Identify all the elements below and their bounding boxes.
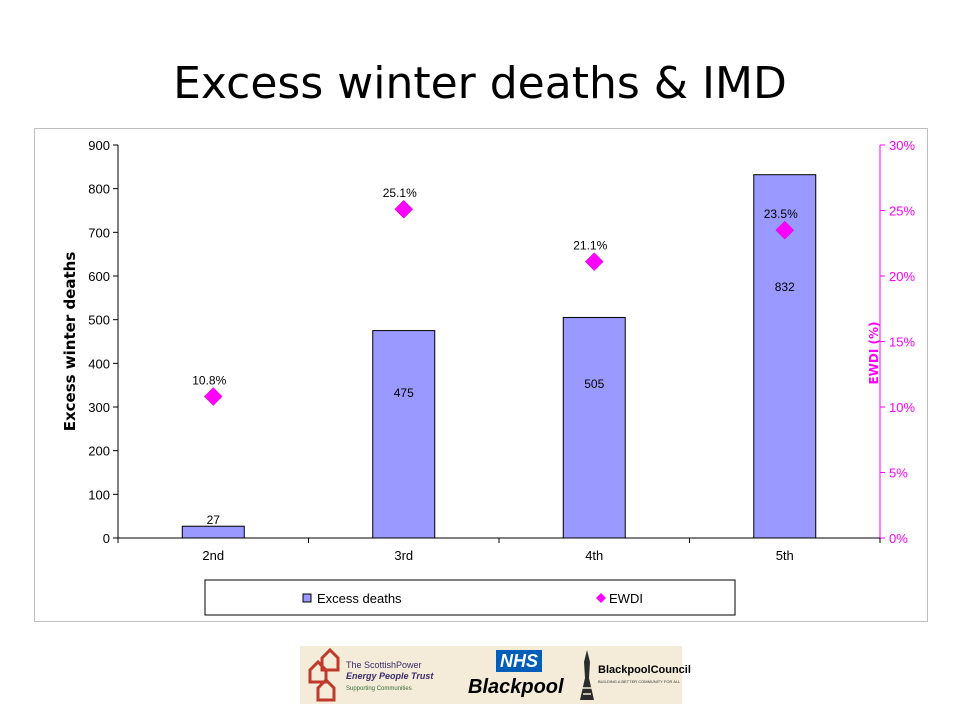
x-tick-label: 4th	[585, 548, 603, 563]
y2-tick-label: 20%	[889, 269, 915, 284]
legend-box	[204, 579, 736, 616]
x-tick-label: 5th	[776, 548, 794, 563]
y2-tick-label: 30%	[889, 138, 915, 153]
y-tick-label: 200	[88, 444, 110, 459]
point-ewdi	[394, 199, 414, 219]
legend-label-ewdi: EWDI	[609, 591, 643, 606]
y2-tick-label: 5%	[889, 466, 908, 481]
y2-tick-label: 0%	[889, 531, 908, 546]
y2-axis-title: EWDI (%)	[867, 321, 881, 384]
bar-data-label: 832	[775, 280, 795, 294]
y-tick-label: 600	[88, 269, 110, 284]
point-data-label: 25.1%	[383, 186, 417, 200]
y-tick-label: 500	[88, 313, 110, 328]
nhs-place: Blackpool	[468, 676, 564, 698]
legend-swatch-excess-deaths	[302, 593, 312, 603]
bar-excess-deaths	[181, 525, 245, 539]
point-data-label: 21.1%	[573, 239, 607, 253]
bar-excess-deaths	[562, 316, 626, 539]
energy-people-trust-logo: The ScottishPower Energy People Trust Su…	[300, 646, 450, 704]
council-tagline: BUILDING A BETTER COMMUNITY FOR ALL	[598, 679, 681, 684]
y-tick-label: 700	[88, 225, 110, 240]
x-tick-label: 2nd	[202, 548, 224, 563]
chart-frame: 0 100 200 300 400 500 600 700 800 900 0% 5% 10% 15% 20…	[34, 128, 928, 622]
y-tick-label: 0	[103, 531, 110, 546]
point-data-label: 10.8%	[192, 374, 226, 388]
nhs-blackpool-logo: NHS Blackpool	[462, 646, 564, 704]
combo-chart: 0 100 200 300 400 500 600 700 800 900 0% 5% 10% 15% 20…	[61, 138, 915, 616]
y2-tick-label: 25%	[889, 204, 915, 219]
bar-data-label: 475	[394, 386, 414, 400]
council-name: BlackpoolCouncil	[598, 664, 691, 676]
legend-swatch-ewdi	[596, 593, 606, 603]
y-tick-label: 300	[88, 400, 110, 415]
houses-icon	[308, 648, 340, 702]
y-tick-label: 400	[88, 356, 110, 371]
blackpool-council-logo: BlackpoolCouncil BUILDING A BETTER COMMU…	[572, 646, 691, 704]
point-ewdi	[584, 252, 604, 271]
energy-trust-line3: Supporting Communities	[346, 686, 412, 692]
point-ewdi	[203, 387, 223, 406]
energy-trust-line2: Energy People Trust	[346, 671, 434, 681]
nhs-mark: NHS	[496, 650, 543, 672]
y2-tick-label: 10%	[889, 400, 915, 415]
y-axis-title: Excess winter deaths	[61, 252, 79, 432]
bar-excess-deaths	[372, 330, 436, 539]
y-tick-label: 800	[88, 182, 110, 197]
tower-icon	[580, 650, 594, 700]
energy-trust-line1: The ScottishPower	[346, 660, 422, 670]
y-tick-label: 100	[88, 487, 110, 502]
slide-title: Excess winter deaths & IMD	[173, 58, 787, 109]
bar-data-label: 505	[584, 377, 604, 391]
point-ewdi	[775, 220, 795, 240]
partner-logos: The ScottishPower Energy People Trust Su…	[300, 646, 691, 704]
point-data-label: 23.5%	[764, 207, 798, 221]
y-tick-label: 900	[88, 138, 110, 153]
y2-tick-label: 15%	[889, 335, 915, 350]
bar-data-label: 27	[207, 513, 221, 527]
x-tick-label: 3rd	[394, 548, 413, 563]
legend-label-excess-deaths: Excess deaths	[317, 591, 402, 606]
